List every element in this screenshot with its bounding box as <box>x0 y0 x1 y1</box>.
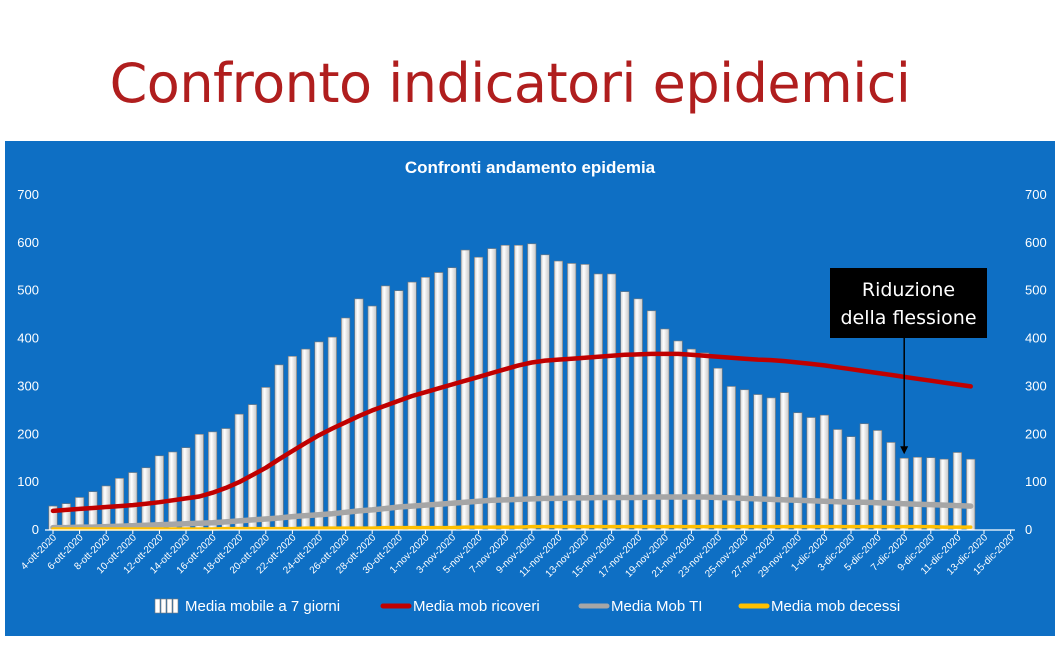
bar <box>540 254 550 531</box>
bar <box>208 431 218 531</box>
bar <box>287 355 297 531</box>
bar <box>247 404 258 531</box>
bar <box>553 260 563 531</box>
bar <box>580 264 590 531</box>
bar <box>819 414 829 531</box>
bar <box>567 263 577 531</box>
bar <box>833 429 843 531</box>
legend-bar-swatch <box>166 598 173 614</box>
bar <box>460 249 470 531</box>
bar <box>261 387 271 531</box>
bar <box>966 458 976 531</box>
bar <box>886 442 896 531</box>
bar <box>779 392 790 531</box>
bar <box>766 397 776 531</box>
bar <box>806 417 816 531</box>
y-tick-left: 100 <box>17 474 39 489</box>
bar <box>394 290 404 531</box>
bar <box>221 428 231 531</box>
series-line <box>50 351 973 514</box>
x-axis-ticks: 4-ott-20206-ott-20208-ott-202010-ott-202… <box>19 530 1017 580</box>
series-line <box>50 494 974 531</box>
bar <box>234 413 244 531</box>
bar <box>912 456 923 531</box>
bar <box>168 451 178 531</box>
bar <box>327 336 337 531</box>
legend: Media mobile a 7 giorni Media mob ricover… <box>154 598 900 615</box>
y-axis-left: 0 100 200 300 400 500 600 700 <box>17 187 39 537</box>
y-tick-right: 300 <box>1025 378 1047 393</box>
bar <box>660 328 670 531</box>
y-tick-left: 300 <box>17 378 39 393</box>
bar <box>181 447 191 531</box>
y-axis-right: 0 100 200 300 400 500 600 700 <box>1025 187 1047 537</box>
y-tick-left: 700 <box>17 187 39 202</box>
bar <box>899 457 909 531</box>
bar <box>194 433 204 531</box>
bar <box>952 452 962 531</box>
annotation-callout: Riduzione della flessione <box>830 268 987 455</box>
legend-label: Media mobile a 7 giorni <box>185 598 340 615</box>
y-tick-right: 200 <box>1025 426 1047 441</box>
legend-label: Media mob decessi <box>771 598 900 615</box>
bar <box>500 244 510 531</box>
bar <box>128 472 138 531</box>
legend-label: Media mob ricoveri <box>413 598 540 615</box>
lines-group <box>50 351 974 531</box>
bar <box>447 267 457 531</box>
callout-arrow-head <box>900 446 909 455</box>
legend-bar-swatch <box>160 598 167 614</box>
y-tick-left: 200 <box>17 426 39 441</box>
bar <box>620 291 630 531</box>
bars-group <box>48 243 976 531</box>
legend-bar-swatch <box>154 598 161 614</box>
bar <box>700 352 710 531</box>
bar <box>686 348 696 531</box>
bar <box>753 394 763 531</box>
bar <box>487 248 497 531</box>
y-tick-right: 600 <box>1025 235 1047 250</box>
legend-label: Media Mob TI <box>611 598 702 615</box>
y-tick-left: 400 <box>17 331 39 346</box>
bar <box>420 277 430 531</box>
y-tick-right: 400 <box>1025 331 1047 346</box>
bar <box>141 467 151 531</box>
chart-title: Confronti andamento epidemia <box>405 158 656 177</box>
bar <box>593 273 603 531</box>
bar <box>926 457 936 531</box>
slide-title: Confronto indicatori epidemici <box>109 52 911 115</box>
bar <box>713 367 723 531</box>
bar <box>793 412 803 531</box>
chart-panel: Confronti andamento epidemia 0 100 200 300 4… <box>5 141 1055 636</box>
y-tick-right: 700 <box>1025 187 1047 202</box>
bar <box>274 364 284 531</box>
y-tick-right: 500 <box>1025 283 1047 298</box>
callout-text: della flessione <box>840 307 976 329</box>
callout-text: Riduzione <box>862 279 955 301</box>
bar <box>607 273 617 531</box>
y-tick-right: 0 <box>1025 522 1032 537</box>
bar <box>407 281 417 531</box>
epidemic-chart: Confronti andamento epidemia 0 100 200 300 4… <box>17 158 1047 615</box>
bar <box>859 423 869 531</box>
bar <box>939 458 949 531</box>
bar <box>846 436 856 531</box>
bar <box>434 272 444 531</box>
bar <box>873 430 883 531</box>
callout-box <box>830 268 987 338</box>
bar <box>513 244 524 531</box>
bar <box>673 340 683 531</box>
legend-bar-swatch <box>172 598 179 614</box>
bar <box>154 455 164 531</box>
bar <box>474 256 484 531</box>
y-tick-left: 600 <box>17 235 39 250</box>
y-tick-left: 0 <box>32 522 39 537</box>
bar <box>367 305 377 531</box>
bar <box>740 389 750 531</box>
bar <box>527 243 537 531</box>
y-tick-right: 100 <box>1025 474 1047 489</box>
bar <box>726 386 736 531</box>
series-line <box>51 524 973 531</box>
y-tick-left: 500 <box>17 283 39 298</box>
